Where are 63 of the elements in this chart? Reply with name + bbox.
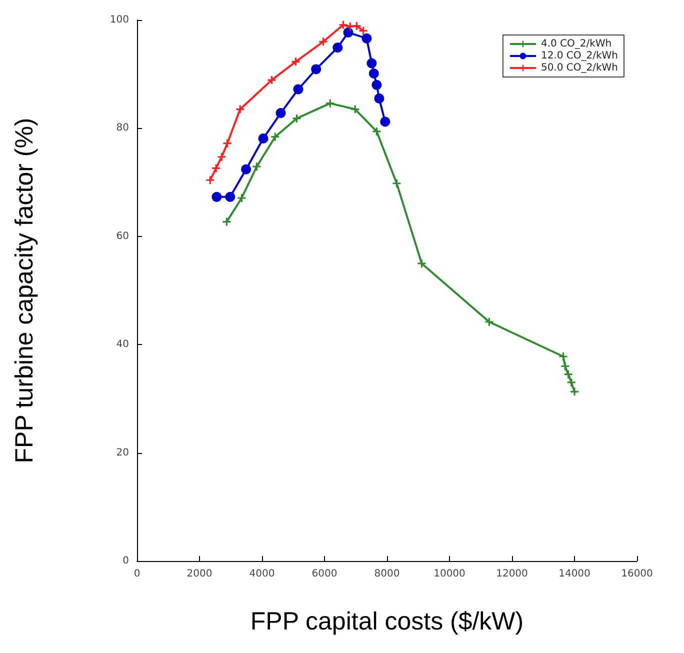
legend-label: 50.0 CO_2/kWh [540,62,618,74]
x-tick-label: 14000 [558,568,590,580]
y-tick-label: 60 [116,230,129,242]
point [352,22,361,30]
point [238,194,246,202]
point [374,93,384,104]
y-tick-label: 100 [110,14,129,26]
point [372,80,382,90]
point [212,164,220,172]
y-axis-title: FPP turbine capacity factor (%) [10,118,38,464]
y-tick-label: 40 [116,339,129,350]
point [268,76,276,84]
y-tick-label: 80 [116,122,129,134]
x-tick-label: 16000 [621,568,653,580]
point [339,20,348,29]
point [564,370,572,378]
point [485,318,494,326]
point [343,27,354,38]
x-tick-label: 12000 [496,568,528,580]
point [276,108,286,118]
x-tick-label: 8000 [374,568,400,580]
point [559,352,568,360]
x-tick-label: 6000 [312,568,338,580]
y-tick-label: 20 [116,447,129,458]
point [212,192,222,202]
point [206,176,214,184]
point [380,116,390,127]
point [326,99,334,108]
point [252,162,261,171]
point [418,259,426,268]
x-tick-label: 4000 [249,568,275,580]
point [222,218,231,226]
point [236,105,244,114]
point [359,26,368,35]
point [567,378,576,386]
point [241,164,252,174]
point [561,362,570,370]
point [223,139,232,148]
point [570,388,578,396]
legend-label: 12.0 CO_2/kWh [540,50,618,62]
x-tick-label: 10000 [434,568,466,580]
point [351,105,360,114]
y-tick-label: 0 [122,556,129,566]
point [311,64,322,74]
x-tick-label: 2000 [186,568,212,580]
point [392,179,401,188]
point [319,38,328,46]
point [362,33,372,44]
point [258,133,268,144]
point [366,58,377,68]
point [218,152,226,161]
point [225,192,236,202]
point [271,132,280,141]
point [346,22,354,30]
point [293,84,304,94]
legend-label: 4.0 CO_2/kWh [540,38,612,50]
point [292,114,301,122]
x-tick-label: 0 [134,568,140,580]
x-axis-title: FPP capital costs ($/kW) [250,608,524,636]
point [292,58,300,66]
point [372,127,381,136]
point [332,42,343,53]
point [368,68,379,79]
